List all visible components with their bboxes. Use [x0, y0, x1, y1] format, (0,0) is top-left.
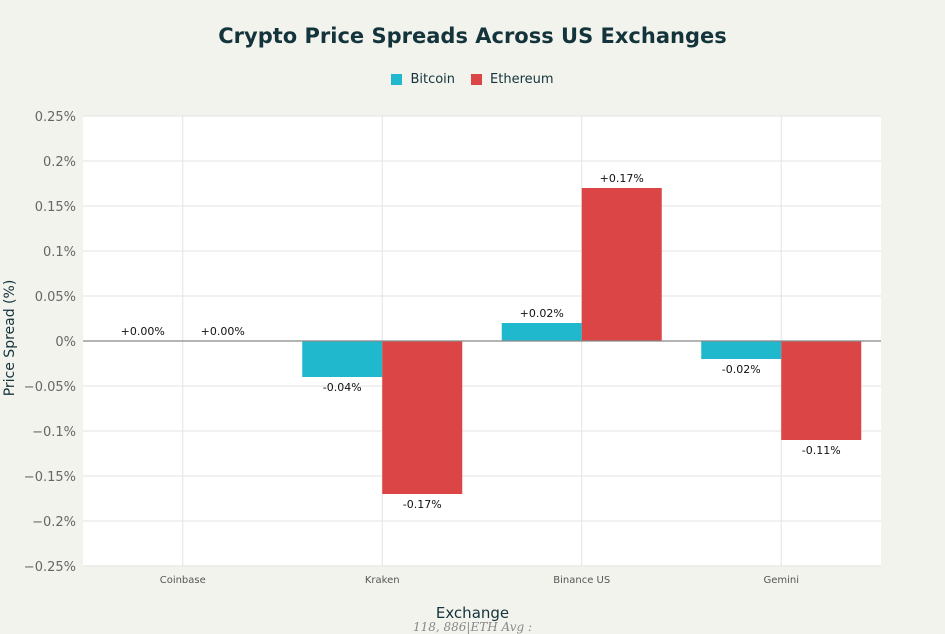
y-tick-label: −0.15% — [24, 470, 76, 485]
y-tick-label: 0% — [55, 335, 76, 350]
legend-label-bitcoin: Bitcoin — [410, 72, 456, 87]
data-label: +0.00% — [121, 325, 165, 338]
data-label: +0.00% — [201, 325, 245, 338]
legend-item-ethereum[interactable]: Ethereum — [471, 72, 554, 87]
chart-title: Crypto Price Spreads Across US Exchanges — [218, 24, 727, 48]
y-tick-label: 0.15% — [35, 200, 76, 215]
data-label: -0.17% — [403, 498, 442, 511]
y-tick-label: 0.05% — [35, 290, 76, 305]
footnote: 118, 886|ETH Avg : — [412, 620, 533, 634]
bar-ethereum — [581, 188, 662, 341]
x-tick-label: Gemini — [763, 575, 799, 586]
bar-bitcoin — [501, 323, 582, 341]
legend-swatch-bitcoin — [391, 74, 403, 85]
data-label: -0.11% — [802, 444, 841, 457]
bar-bitcoin — [302, 341, 383, 377]
x-tick-label: Binance US — [553, 575, 610, 586]
y-tick-label: −0.25% — [24, 560, 76, 575]
data-label: -0.04% — [323, 381, 362, 394]
y-tick-label: −0.1% — [32, 425, 76, 440]
y-tick-label: −0.05% — [24, 380, 76, 395]
y-tick-label: 0.1% — [43, 245, 76, 260]
legend-item-bitcoin[interactable]: Bitcoin — [391, 72, 455, 87]
data-label: -0.02% — [722, 363, 761, 376]
x-axis-label: Exchange — [435, 604, 510, 622]
legend: Bitcoin Ethereum — [0, 72, 945, 87]
data-label: +0.02% — [520, 307, 564, 320]
x-tick-label: Coinbase — [160, 575, 206, 586]
bar-ethereum — [382, 341, 463, 494]
legend-swatch-ethereum — [471, 74, 483, 85]
x-tick-label: Kraken — [365, 575, 400, 586]
legend-label-ethereum: Ethereum — [490, 72, 554, 87]
y-tick-label: −0.2% — [32, 515, 76, 530]
y-axis-label: Price Spread (%) — [2, 279, 18, 397]
y-tick-label: 0.2% — [43, 155, 76, 170]
bar-ethereum — [781, 341, 862, 440]
bar-bitcoin — [701, 341, 782, 359]
y-tick-label: 0.25% — [35, 110, 76, 125]
data-label: +0.17% — [600, 172, 644, 185]
